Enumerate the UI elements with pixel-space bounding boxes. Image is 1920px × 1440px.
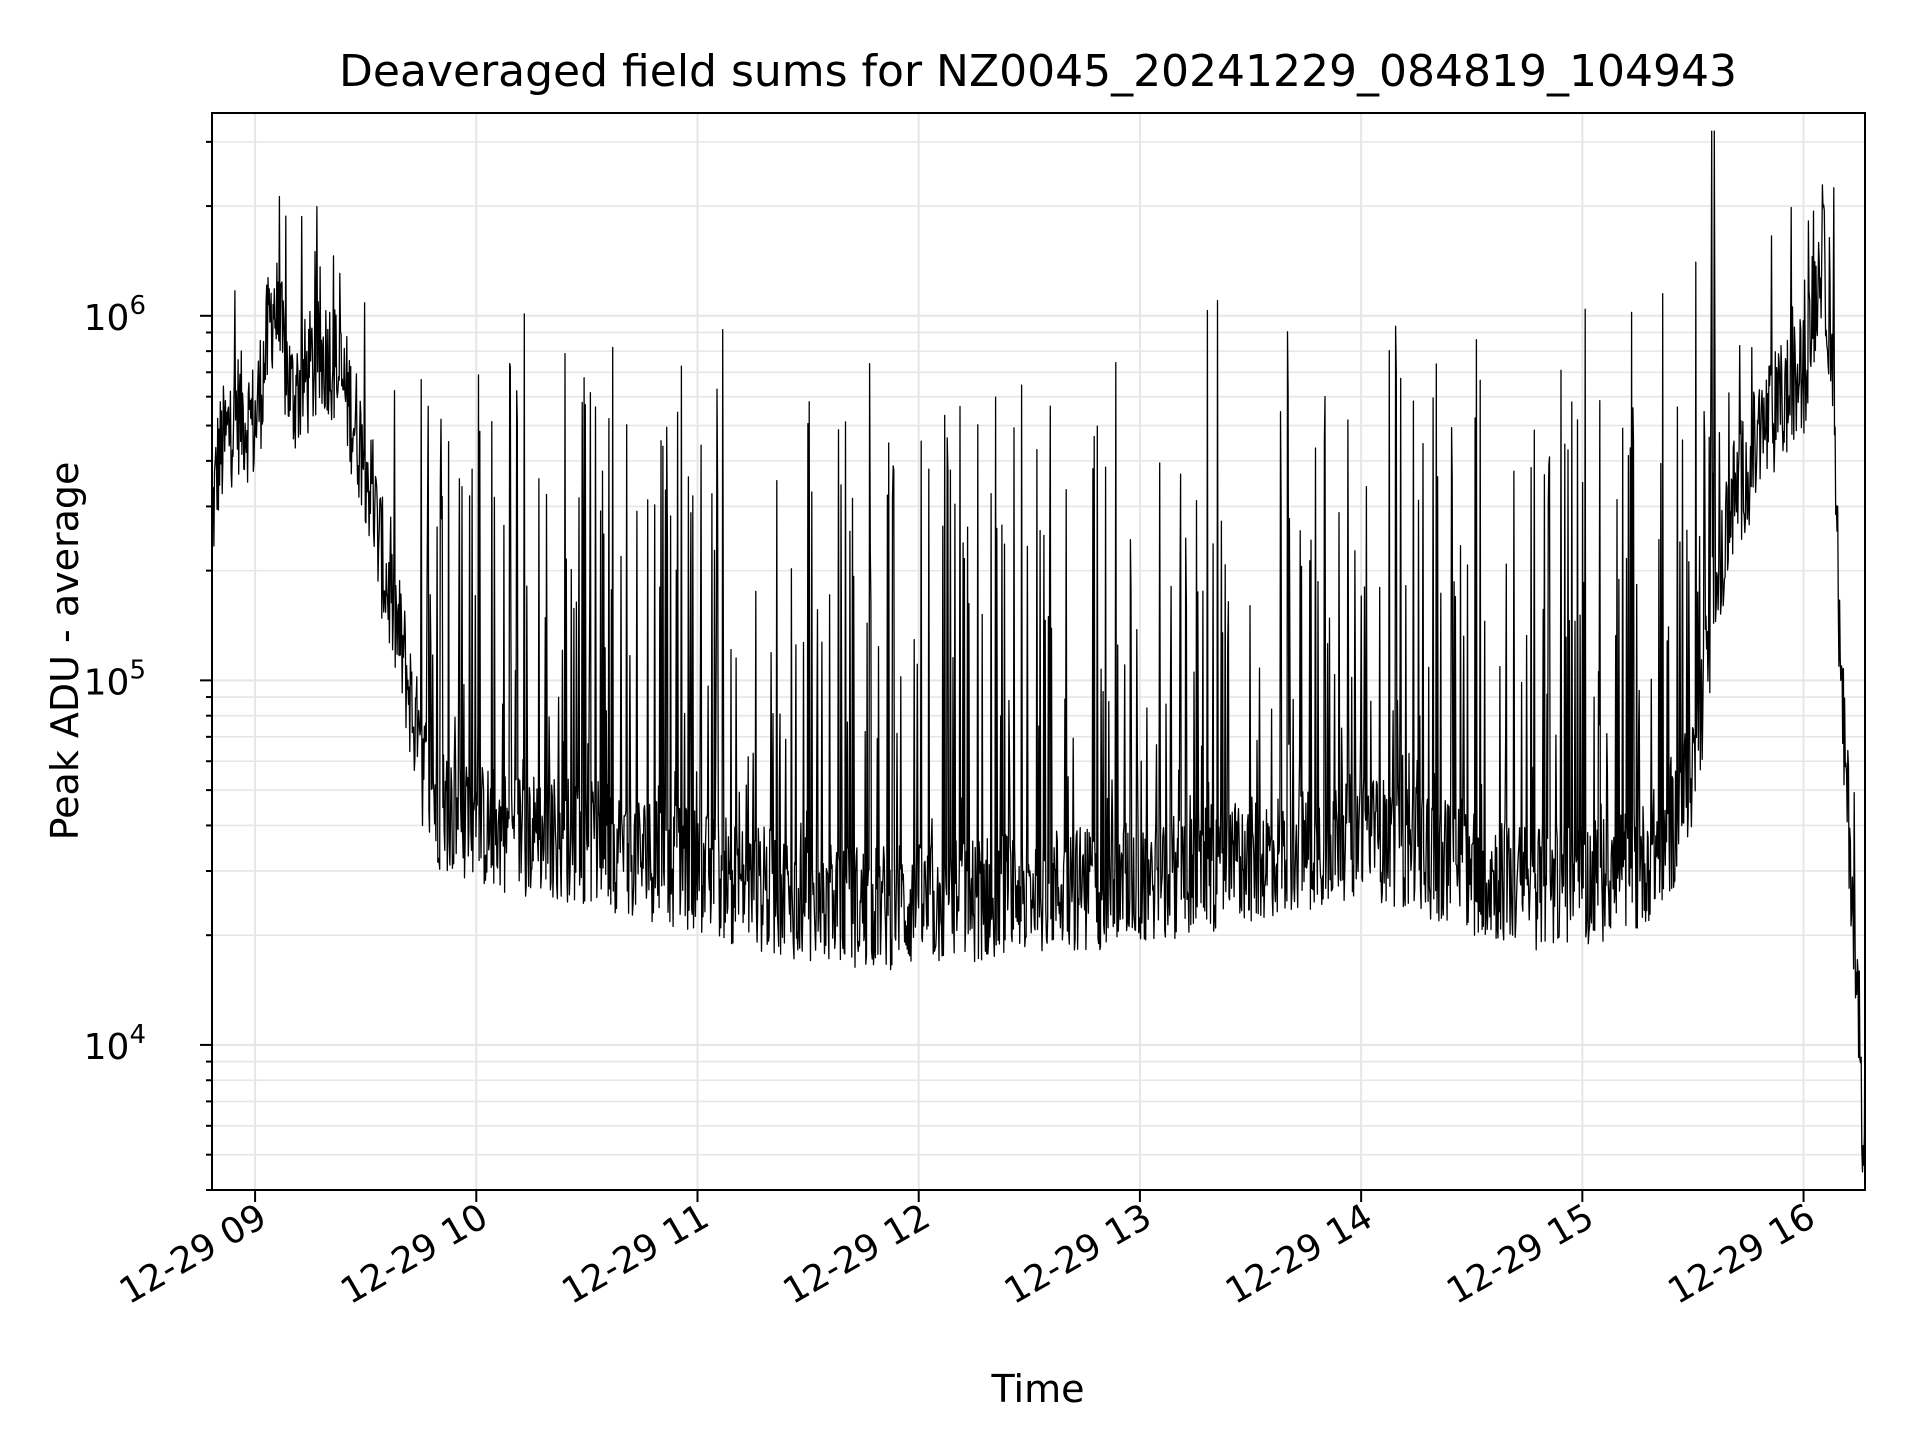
- plot-frame: [211, 112, 1866, 1191]
- series-group: [212, 130, 1865, 1173]
- x-axis-label: Time: [991, 1367, 1085, 1411]
- y-axis-label: Peak ADU - average: [43, 462, 87, 841]
- series-line: [212, 130, 1865, 1173]
- y-tick-label: 106: [84, 291, 146, 339]
- chart-title: Deaveraged field sums for NZ0045_2024122…: [339, 46, 1737, 97]
- y-tick-label: 104: [84, 1020, 146, 1068]
- y-axis: 104 105 106: [84, 140, 212, 1191]
- y-tick-label: 105: [84, 655, 146, 703]
